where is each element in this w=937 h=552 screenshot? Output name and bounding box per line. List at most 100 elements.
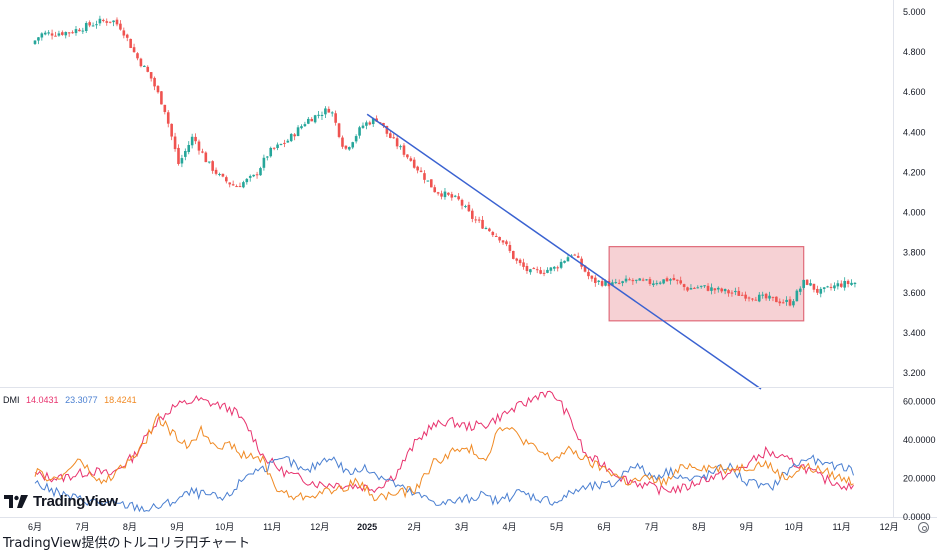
candle: [177, 144, 180, 166]
candle: [392, 133, 396, 139]
candle: [272, 147, 276, 151]
time-tick-label: 8月: [692, 522, 706, 532]
candle: [115, 17, 119, 27]
candle: [160, 90, 163, 105]
candle: [675, 279, 679, 285]
candle: [641, 277, 645, 282]
time-tick-label: 9月: [170, 522, 184, 532]
candle: [228, 182, 232, 188]
candle: [283, 139, 286, 148]
candle: [395, 134, 399, 150]
candle: [129, 38, 132, 49]
candle: [211, 160, 214, 174]
candle: [368, 120, 372, 126]
candle: [761, 291, 764, 299]
dmi-line-1: [34, 390, 854, 496]
candle: [61, 30, 64, 36]
candle: [423, 170, 426, 184]
trendline-layer: [366, 113, 762, 390]
candle: [221, 173, 225, 178]
candle: [535, 266, 539, 274]
candle: [293, 132, 296, 141]
candle: [645, 278, 648, 281]
candle: [105, 18, 109, 26]
dmi-series: [34, 390, 854, 513]
dmi-legend-value-2: 23.3077: [65, 395, 98, 405]
candle: [754, 296, 758, 301]
candle: [744, 291, 747, 302]
dmi-axis[interactable]: 60.0000 40.0000 20.0000 0.0000: [903, 397, 936, 522]
candle: [747, 296, 751, 302]
candle: [324, 106, 327, 119]
candle: [276, 142, 279, 151]
candle: [781, 299, 785, 304]
candle: [757, 292, 761, 303]
candle: [166, 110, 170, 128]
candle: [146, 65, 150, 73]
candle: [600, 278, 604, 288]
candle: [136, 52, 139, 61]
candle: [108, 21, 112, 24]
candle: [580, 256, 583, 270]
time-tick-label: 2025: [357, 522, 377, 532]
candle: [204, 151, 208, 163]
candle: [457, 193, 460, 201]
candle: [652, 280, 655, 288]
candle: [699, 285, 703, 289]
candle: [279, 143, 283, 146]
candle: [669, 278, 672, 285]
candle: [672, 274, 676, 281]
candle: [132, 43, 136, 53]
candle: [634, 279, 638, 284]
candle: [430, 179, 433, 188]
time-tick-label: 2月: [408, 522, 422, 532]
candle: [850, 279, 853, 286]
candle: [795, 289, 799, 302]
candle: [207, 161, 211, 164]
candle: [713, 287, 717, 294]
candle: [74, 26, 78, 36]
candle: [50, 29, 54, 40]
time-tick-label: 11月: [263, 522, 281, 532]
candle: [447, 192, 450, 197]
candle: [826, 285, 829, 288]
dmi-legend[interactable]: DMI 14.0431 23.3077 18.4241: [3, 395, 141, 405]
candle: [737, 286, 741, 296]
candle: [624, 275, 628, 284]
trendline: [366, 113, 762, 390]
candle: [614, 278, 618, 285]
highlight-box-layer: [608, 246, 805, 322]
candle: [658, 281, 662, 285]
price-tick-label: 4.200: [903, 167, 926, 177]
candle: [805, 279, 809, 286]
candle: [501, 240, 505, 245]
candle: [416, 165, 419, 174]
tradingview-logo[interactable]: TradingView: [4, 493, 118, 510]
candle: [470, 208, 474, 223]
candle: [317, 110, 320, 119]
time-tick-label: 12月: [880, 522, 899, 532]
candle: [573, 253, 577, 256]
candle: [617, 279, 621, 285]
candle: [95, 20, 98, 29]
price-axis[interactable]: 5.000 4.800 4.600 4.400 4.200 4.000 3.800 3.600…: [903, 7, 926, 378]
candle: [139, 57, 143, 68]
candle: [440, 190, 443, 200]
price-tick-label: 4.600: [903, 87, 926, 97]
candle: [47, 30, 50, 36]
candle: [576, 252, 580, 259]
candle: [518, 258, 522, 266]
candle: [180, 154, 184, 168]
time-axis[interactable]: 6月 7月 8月 9月 10月 11月 12月 2025 2月 3月 4月 5月 6月 7月 8月 9月 10月…: [28, 522, 899, 532]
candle: [816, 285, 819, 295]
candle: [163, 104, 167, 115]
candle: [406, 154, 409, 160]
price-tick-label: 3.400: [903, 328, 926, 338]
settings-icon[interactable]: [918, 522, 929, 533]
time-tick-label: 8月: [123, 522, 137, 532]
candle: [812, 283, 816, 293]
candle: [546, 267, 549, 274]
candle: [303, 121, 307, 127]
candle: [330, 111, 334, 117]
candle: [505, 239, 508, 247]
